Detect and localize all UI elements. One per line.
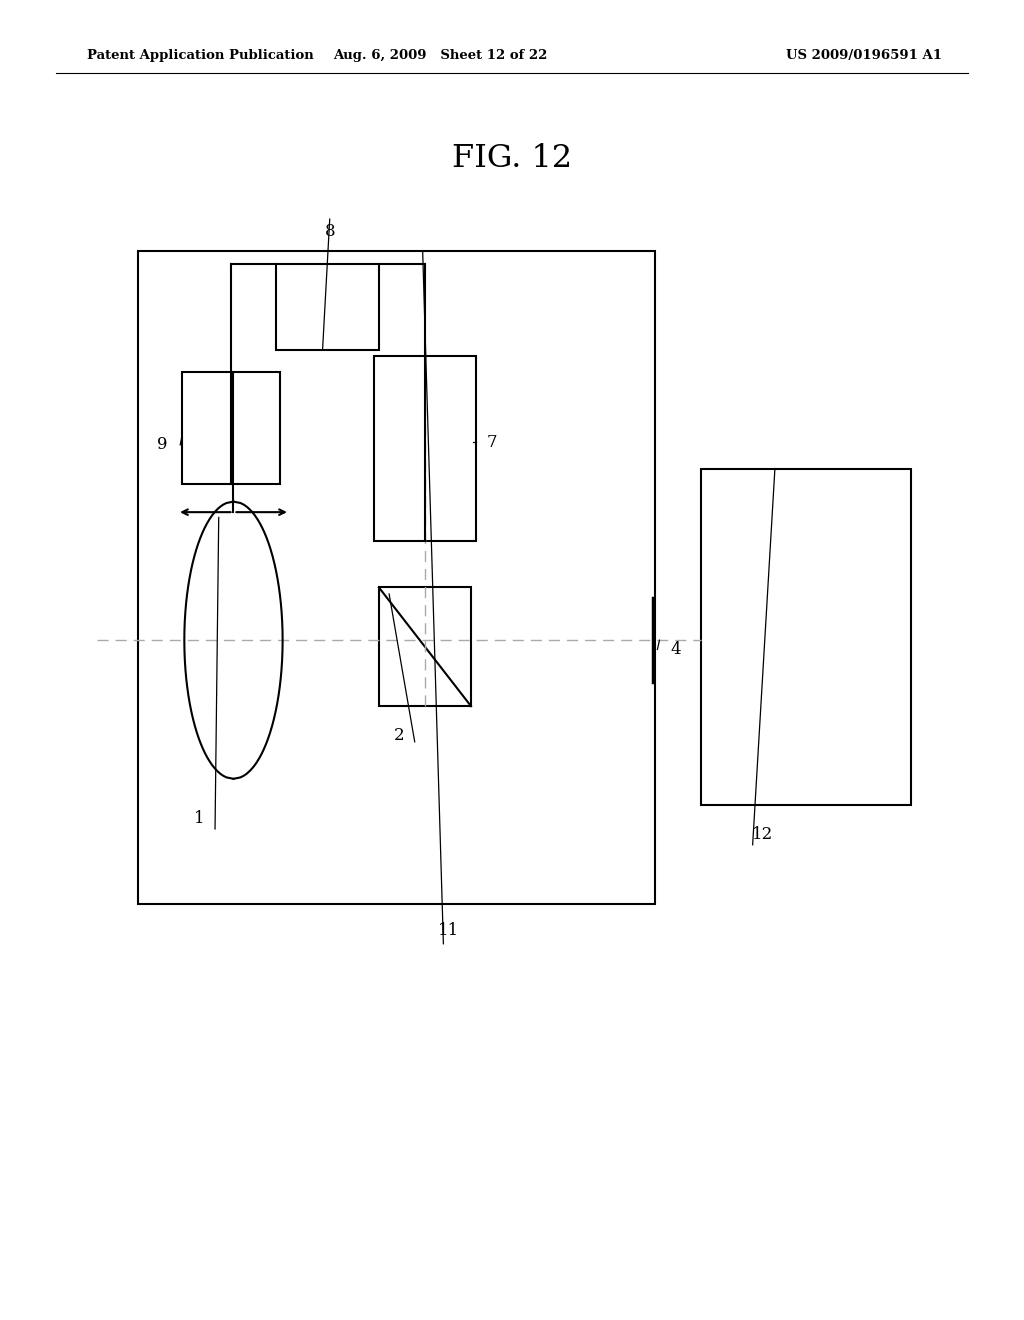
Text: 11: 11 xyxy=(438,923,459,939)
Text: 12: 12 xyxy=(753,826,773,842)
Text: 8: 8 xyxy=(325,223,335,239)
Text: 1: 1 xyxy=(195,810,205,826)
Bar xyxy=(379,587,471,706)
Text: FIG. 12: FIG. 12 xyxy=(452,143,572,174)
Text: 9: 9 xyxy=(157,437,167,453)
Text: US 2009/0196591 A1: US 2009/0196591 A1 xyxy=(786,49,942,62)
Text: 4: 4 xyxy=(671,642,681,657)
Text: 7: 7 xyxy=(486,434,497,450)
Bar xyxy=(182,372,280,484)
Text: 2: 2 xyxy=(394,727,404,743)
Text: Aug. 6, 2009   Sheet 12 of 22: Aug. 6, 2009 Sheet 12 of 22 xyxy=(333,49,548,62)
Bar xyxy=(701,469,911,805)
Bar xyxy=(138,251,655,904)
Text: Patent Application Publication: Patent Application Publication xyxy=(87,49,313,62)
Bar xyxy=(276,264,379,350)
Bar xyxy=(374,356,476,541)
